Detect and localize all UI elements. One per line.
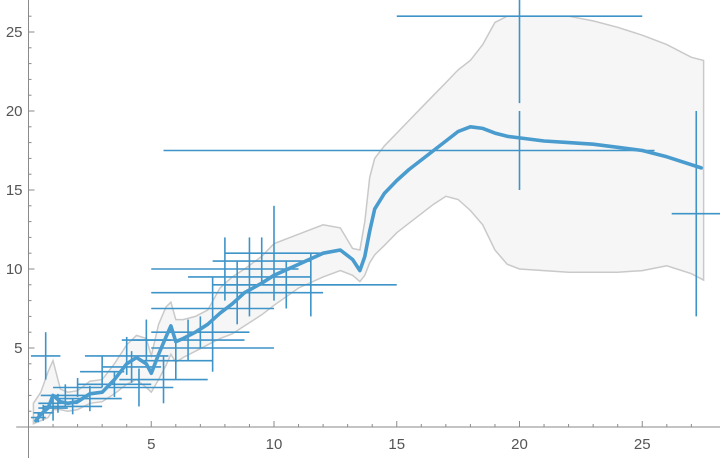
confidence-band bbox=[32, 15, 705, 425]
error-point bbox=[131, 319, 245, 361]
error-point bbox=[396, 0, 643, 104]
error-point bbox=[57, 385, 122, 412]
error-point bbox=[84, 336, 169, 375]
error-point bbox=[30, 332, 61, 380]
error-point bbox=[212, 237, 311, 285]
fit-line-layer bbox=[34, 125, 703, 423]
error-point bbox=[671, 111, 720, 317]
y-tick-label: 20 bbox=[6, 103, 23, 120]
x-tick-label: 15 bbox=[388, 436, 405, 453]
error-point bbox=[104, 368, 174, 407]
error-bars-layer bbox=[30, 0, 720, 423]
error-point bbox=[151, 276, 274, 341]
error-point bbox=[151, 261, 324, 325]
y-tick-label: 5 bbox=[14, 340, 22, 357]
x-tick-label: 25 bbox=[634, 436, 651, 453]
error-point bbox=[188, 237, 311, 317]
error-point bbox=[119, 355, 208, 404]
confidence-band-layer bbox=[32, 15, 705, 425]
y-tick-label: 15 bbox=[6, 182, 23, 199]
x-tick-label: 20 bbox=[511, 436, 528, 453]
error-point bbox=[102, 351, 162, 383]
y-tick-label: 10 bbox=[6, 261, 23, 278]
fit-line bbox=[34, 125, 703, 423]
error-point bbox=[53, 378, 103, 397]
error-point bbox=[224, 253, 397, 317]
x-tick-label: 5 bbox=[147, 436, 155, 453]
y-tick-label: 25 bbox=[6, 24, 23, 41]
x-tick-label: 10 bbox=[266, 436, 283, 453]
axes-layer: 5 10 15 20 25 5 10 15 20 25 bbox=[6, 0, 720, 458]
error-point bbox=[80, 355, 125, 388]
